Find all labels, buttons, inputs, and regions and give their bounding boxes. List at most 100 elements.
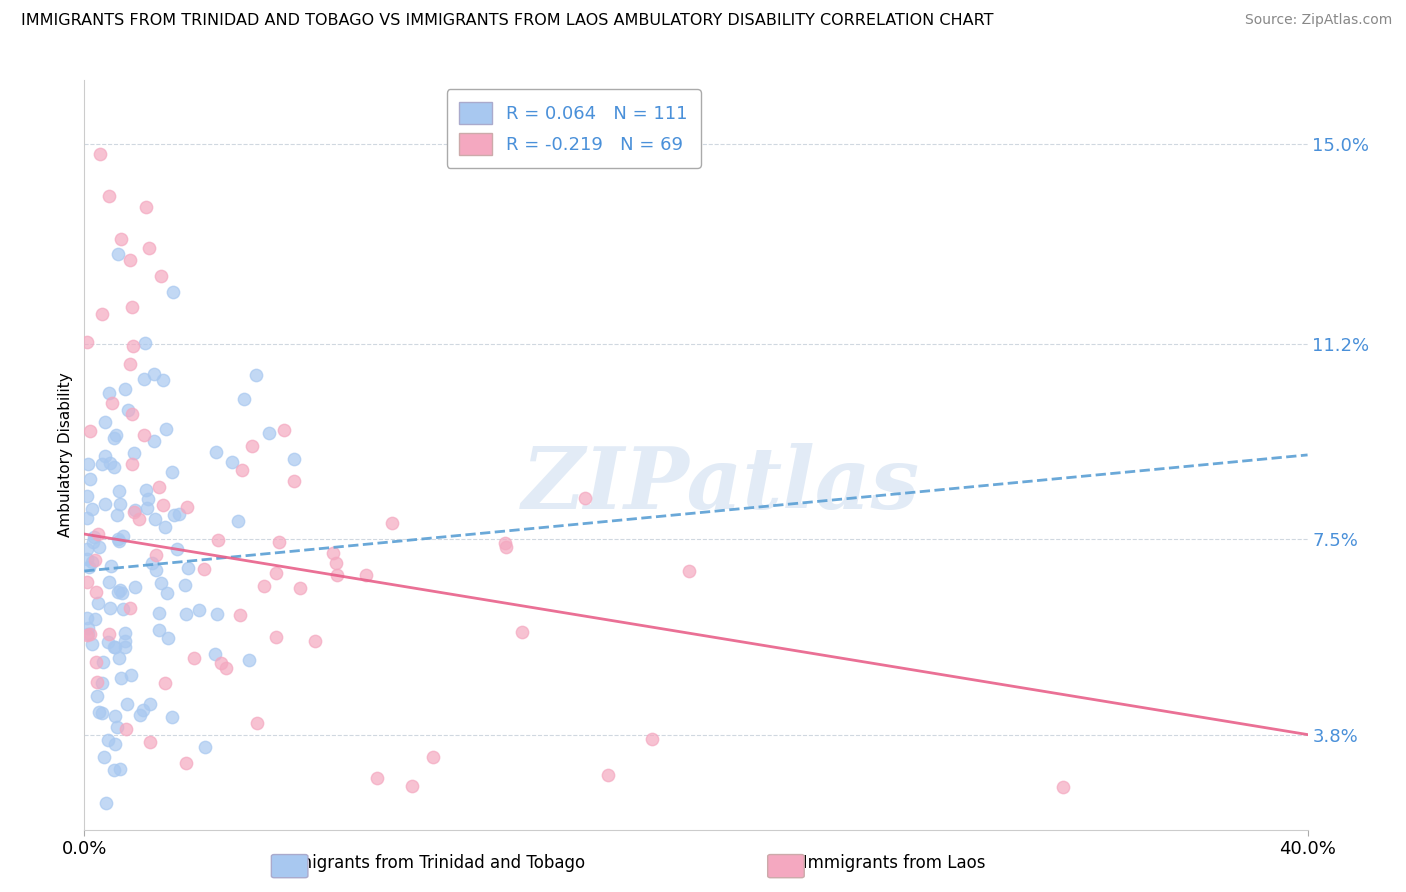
Point	[145, 563, 167, 577]
Point	[174, 756, 197, 771]
Point	[240, 439, 263, 453]
Point	[114, 626, 136, 640]
Point	[138, 241, 160, 255]
Point	[246, 715, 269, 730]
Point	[128, 512, 150, 526]
Point	[322, 546, 344, 560]
Point	[101, 396, 124, 410]
Point	[205, 445, 228, 459]
Point	[135, 200, 157, 214]
Point	[90, 308, 112, 322]
Point	[86, 674, 108, 689]
Point	[97, 634, 120, 648]
Y-axis label: Ambulatory Disability: Ambulatory Disability	[58, 373, 73, 537]
Point	[269, 535, 291, 549]
Point	[145, 549, 167, 563]
Point	[122, 505, 145, 519]
Point	[510, 624, 533, 639]
Point	[90, 706, 112, 720]
Point	[93, 415, 115, 429]
Point	[132, 703, 155, 717]
Point	[108, 762, 131, 776]
Point	[641, 731, 664, 746]
Point	[142, 434, 165, 449]
Point	[326, 568, 349, 582]
Point	[76, 551, 98, 566]
Point	[128, 708, 150, 723]
Point	[156, 632, 179, 646]
Point	[163, 508, 186, 523]
Point	[132, 371, 155, 385]
Point	[86, 689, 108, 703]
Point	[209, 656, 232, 670]
Point	[177, 561, 200, 575]
Point	[96, 733, 118, 747]
Point	[381, 516, 404, 530]
Point	[82, 637, 104, 651]
Legend: R = 0.064   N = 111, R = -0.219   N = 69: R = 0.064 N = 111, R = -0.219 N = 69	[447, 89, 700, 168]
Point	[83, 530, 105, 544]
Point	[233, 392, 256, 406]
Point	[205, 607, 228, 621]
Point	[1052, 780, 1074, 795]
Point	[91, 655, 114, 669]
Point	[124, 502, 146, 516]
Point	[120, 252, 142, 267]
Point	[84, 612, 107, 626]
Point	[79, 472, 101, 486]
Point	[401, 779, 423, 793]
Point	[120, 668, 142, 682]
Point	[77, 621, 100, 635]
Point	[87, 540, 110, 554]
Point	[86, 527, 108, 541]
Point	[76, 627, 98, 641]
Point	[94, 449, 117, 463]
Point	[283, 451, 305, 466]
Point	[121, 407, 143, 421]
Point	[139, 697, 162, 711]
Point	[183, 651, 205, 665]
Point	[94, 796, 117, 810]
Point	[87, 705, 110, 719]
Point	[98, 386, 121, 401]
Point	[124, 580, 146, 594]
Point	[108, 533, 131, 548]
Point	[91, 458, 114, 472]
Point	[325, 556, 347, 570]
Point	[174, 607, 197, 622]
Point	[136, 492, 159, 507]
Point	[160, 465, 183, 479]
Point	[82, 534, 104, 549]
Point	[77, 627, 100, 641]
Point	[97, 189, 120, 203]
Point	[176, 500, 198, 515]
Point	[136, 501, 159, 516]
Point	[98, 627, 121, 641]
Point	[114, 640, 136, 655]
Point	[253, 579, 276, 593]
Point	[100, 558, 122, 573]
Point	[97, 575, 120, 590]
Point	[82, 555, 104, 569]
Point	[204, 647, 226, 661]
Point	[107, 651, 129, 665]
Point	[135, 483, 157, 498]
Point	[117, 403, 139, 417]
Point	[153, 519, 176, 533]
Point	[228, 514, 250, 528]
Point	[143, 367, 166, 381]
Point	[494, 535, 516, 549]
Point	[76, 611, 98, 625]
Point	[91, 675, 114, 690]
Point	[152, 373, 174, 387]
Point	[141, 556, 163, 570]
Point	[207, 533, 229, 547]
Point	[107, 483, 129, 498]
Point	[110, 671, 132, 685]
Text: ZIPatlas: ZIPatlas	[522, 443, 920, 526]
Point	[93, 749, 115, 764]
Point	[678, 564, 700, 578]
Point	[155, 422, 177, 436]
Point	[366, 771, 388, 785]
Point	[89, 147, 111, 161]
